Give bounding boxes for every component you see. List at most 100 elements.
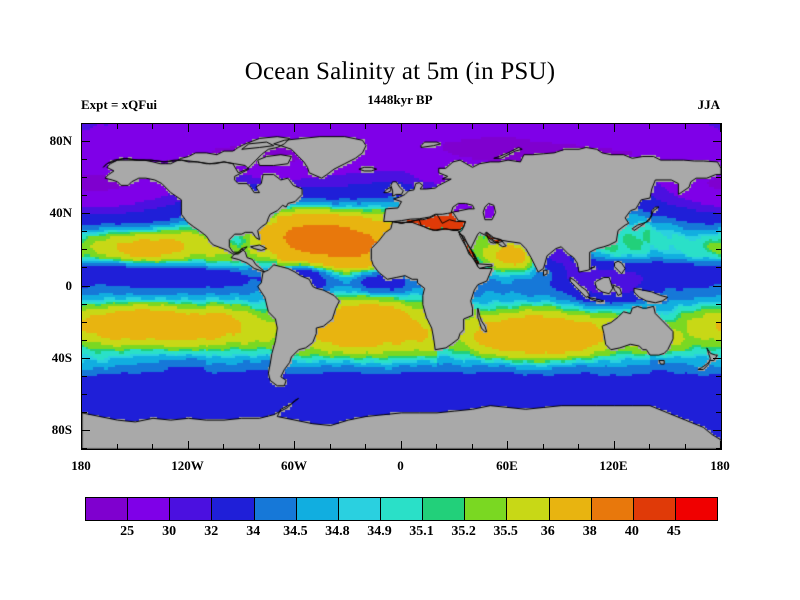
y-axis-tick: [82, 267, 87, 268]
y-axis-tick: [716, 304, 721, 305]
y-axis-tick: [716, 376, 721, 377]
x-axis-tick: [81, 124, 82, 132]
colorbar-tick-label: 45: [666, 524, 681, 539]
y-axis-tick: [716, 177, 721, 178]
y-axis-tick: [82, 340, 87, 341]
colorbar-tick-label: 35.1: [409, 524, 434, 539]
colorbar-band: [549, 498, 592, 520]
x-axis-tick: [365, 124, 366, 129]
page-title: Ocean Salinity at 5m (in PSU): [244, 58, 556, 85]
colorbar-tick-label: 38: [582, 524, 597, 539]
x-axis-tick: [472, 124, 473, 129]
y-axis-tick: [713, 213, 721, 214]
x-axis-tick: [720, 441, 721, 449]
x-axis-tick: [614, 441, 615, 449]
colorbar-band: [465, 498, 508, 520]
colorbar-band: [633, 498, 676, 520]
x-axis-tick: [507, 124, 508, 132]
y-axis-tick: [716, 195, 721, 196]
y-axis-tick: [82, 141, 90, 142]
y-axis-tick: [716, 340, 721, 341]
y-axis-tick: [716, 322, 721, 323]
colorbar-tick-label: 34.5: [283, 524, 308, 539]
colorbar-band: [86, 498, 129, 520]
x-axis-tick: [188, 124, 189, 132]
x-axis-tick: [330, 444, 331, 449]
y-axis-tick: [716, 267, 721, 268]
colorbar-band: [170, 498, 213, 520]
y-axis-tick: [82, 412, 87, 413]
colorbar-tick-label: 34.8: [325, 524, 350, 539]
x-axis-tick: [152, 444, 153, 449]
y-axis-label: 40N: [49, 205, 72, 221]
y-axis-tick: [713, 141, 721, 142]
y-axis-label: 40S: [51, 349, 72, 365]
colorbar-band: [338, 498, 381, 520]
y-axis-label: 0: [65, 277, 73, 293]
x-axis-tick: [117, 444, 118, 449]
x-axis-tick: [294, 441, 295, 449]
x-axis-label: 120E: [599, 458, 628, 473]
y-axis-tick: [82, 358, 90, 359]
x-axis-label: 60E: [496, 458, 518, 473]
y-axis-tick: [82, 376, 87, 377]
y-axis-tick: [716, 412, 721, 413]
x-axis-tick: [436, 124, 437, 129]
colorbar-tick-label: 25: [120, 524, 135, 539]
x-axis-tick: [649, 124, 650, 129]
x-axis-tick: [365, 444, 366, 449]
x-axis-label: 180: [710, 458, 730, 473]
y-axis-tick: [716, 394, 721, 395]
colorbar-tick-label: 36: [540, 524, 555, 539]
y-axis-tick: [713, 286, 721, 287]
x-axis-tick: [330, 124, 331, 129]
y-axis-tick: [82, 394, 87, 395]
y-axis-tick: [713, 430, 721, 431]
figure-subtitle: 1448kyr BP: [367, 92, 433, 107]
x-axis-tick: [543, 444, 544, 449]
x-axis-tick: [259, 124, 260, 129]
y-axis-tick: [82, 286, 90, 287]
x-axis-tick: [543, 124, 544, 129]
x-axis-tick: [436, 444, 437, 449]
x-axis-tick: [685, 124, 686, 129]
y-axis-tick: [82, 159, 87, 160]
map-plot-area: [81, 123, 722, 450]
x-axis-tick: [649, 444, 650, 449]
x-axis-label: 120W: [171, 458, 204, 473]
salinity-heatmap-canvas: [82, 124, 721, 449]
colorbar-tick-label: 30: [162, 524, 177, 539]
x-axis-tick: [685, 444, 686, 449]
colorbar-tick-label: 35.2: [451, 524, 476, 539]
colorbar-tick-label: 34.9: [367, 524, 392, 539]
x-axis-tick: [401, 124, 402, 132]
colorbar-band: [423, 498, 466, 520]
colorbar-band: [507, 498, 550, 520]
colorbar-band: [380, 498, 424, 520]
y-axis-tick: [716, 159, 721, 160]
x-axis-label: 60W: [281, 458, 307, 473]
x-axis-tick: [81, 441, 82, 449]
x-axis-tick: [152, 124, 153, 129]
x-axis-tick: [578, 124, 579, 129]
y-axis-tick: [82, 195, 87, 196]
colorbar-tick-label: 35.5: [493, 524, 518, 539]
x-axis-tick: [578, 444, 579, 449]
x-axis-label: 0: [397, 458, 404, 473]
x-axis-tick: [720, 124, 721, 132]
y-axis-tick: [82, 231, 87, 232]
x-axis-tick: [188, 441, 189, 449]
y-axis-tick: [82, 123, 87, 124]
y-axis-tick: [82, 249, 87, 250]
colorbar-band: [128, 498, 171, 520]
colorbar-tick-label: 40: [624, 524, 639, 539]
y-axis-tick: [82, 213, 90, 214]
y-axis-tick: [82, 448, 87, 449]
y-axis-tick: [82, 322, 87, 323]
colorbar-tick-label: 32: [204, 524, 219, 539]
x-axis-label: 180: [71, 458, 91, 473]
y-axis-tick: [716, 249, 721, 250]
colorbar-band: [212, 498, 255, 520]
y-axis-tick: [716, 448, 721, 449]
